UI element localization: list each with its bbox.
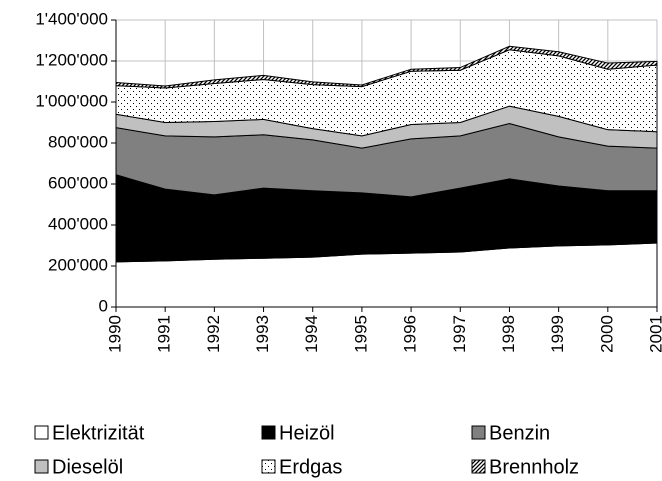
y-tick-label: 200'000 (48, 255, 108, 274)
legend-swatch (34, 459, 49, 474)
y-tick-label: 600'000 (48, 173, 108, 192)
x-tick-label: 1999 (548, 315, 567, 353)
x-tick-label: 1992 (204, 315, 223, 353)
legend-swatch (261, 459, 276, 474)
x-tick-label: 1996 (401, 315, 420, 353)
y-tick-label: 400'000 (48, 214, 108, 233)
x-tick-label: 1994 (302, 315, 321, 353)
legend-label: Dieselöl (52, 456, 123, 478)
legend-swatch (471, 425, 486, 440)
x-tick-label: 1998 (499, 315, 518, 353)
y-tick-label: 1'200'000 (35, 50, 108, 69)
legend-label: Benzin (489, 422, 550, 444)
x-tick-label: 1997 (450, 315, 469, 353)
x-tick-label: 2001 (646, 315, 662, 353)
area (115, 45, 658, 89)
y-tick-label: 0 (99, 296, 108, 315)
legend-label: Erdgas (279, 456, 342, 478)
x-tick-label: 1990 (105, 315, 124, 353)
legend-label: Heizöl (279, 422, 335, 444)
legend-label: Brennholz (489, 456, 579, 478)
legend-swatch (34, 425, 49, 440)
x-tick-label: 1991 (155, 315, 174, 353)
y-tick-label: 1'000'000 (35, 91, 108, 110)
x-tick-label: 2000 (597, 315, 616, 353)
legend-label: Elektrizität (52, 422, 145, 444)
legend-swatch (471, 459, 486, 474)
y-tick-label: 800'000 (48, 132, 108, 151)
y-tick-label: 1'400'000 (35, 9, 108, 28)
legend-swatch (261, 425, 276, 440)
x-tick-label: 1995 (351, 315, 370, 353)
x-tick-label: 1993 (253, 315, 272, 353)
